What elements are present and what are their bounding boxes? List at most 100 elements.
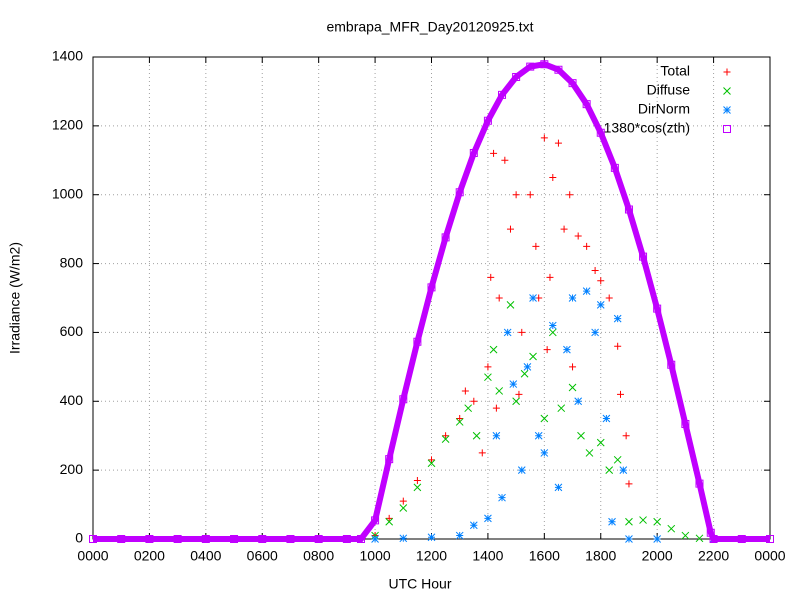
point <box>89 535 97 543</box>
point <box>610 163 619 172</box>
point <box>501 156 509 164</box>
point <box>540 414 549 423</box>
point <box>625 517 633 526</box>
point <box>695 534 704 543</box>
point <box>509 380 518 388</box>
point <box>478 449 486 457</box>
point <box>371 516 380 525</box>
point <box>706 528 715 537</box>
point <box>582 100 591 109</box>
point <box>484 373 492 382</box>
point <box>695 479 704 488</box>
curve-line <box>93 61 770 542</box>
point <box>512 397 520 406</box>
point <box>385 455 394 464</box>
point <box>534 431 543 440</box>
point <box>523 363 532 371</box>
point <box>574 232 582 240</box>
point <box>399 395 408 404</box>
point <box>356 535 365 543</box>
point <box>568 79 577 88</box>
point <box>258 535 267 543</box>
point <box>529 352 537 361</box>
point <box>554 139 562 147</box>
point <box>385 514 393 522</box>
point <box>495 294 503 302</box>
point <box>520 369 529 378</box>
point <box>526 62 535 71</box>
point <box>583 242 591 250</box>
legend-marker <box>723 68 731 76</box>
x-tick-label: 0200 <box>134 548 165 564</box>
point <box>230 535 239 543</box>
y-tick-label: 0 <box>75 530 83 546</box>
legend-label: 1380*cos(zth) <box>604 120 690 136</box>
legend-marker <box>723 106 731 114</box>
x-tick-label: 0400 <box>190 548 221 564</box>
point <box>201 535 210 543</box>
point <box>498 90 507 99</box>
point <box>498 493 506 502</box>
x-tick-label: 1200 <box>416 548 447 564</box>
point <box>484 514 492 523</box>
point <box>568 383 577 392</box>
point <box>506 225 514 233</box>
point <box>577 431 585 440</box>
point <box>314 535 323 543</box>
legend-label: Diffuse <box>647 82 691 98</box>
point <box>385 517 394 526</box>
legend-marker <box>723 87 731 95</box>
point <box>546 273 554 281</box>
point <box>427 459 436 468</box>
point <box>596 301 605 309</box>
point <box>469 521 478 530</box>
x-tick-label: 0000 <box>754 548 785 564</box>
point <box>709 535 718 543</box>
point <box>554 483 563 492</box>
point <box>667 524 676 533</box>
point <box>653 517 662 526</box>
point <box>490 149 498 157</box>
point <box>461 387 469 395</box>
point <box>681 531 690 540</box>
point <box>548 321 557 330</box>
point <box>597 277 605 285</box>
point <box>512 191 520 199</box>
point <box>585 449 594 457</box>
point <box>605 466 614 474</box>
point <box>492 404 500 412</box>
point <box>622 432 630 440</box>
point <box>540 134 548 142</box>
point <box>413 476 421 484</box>
y-tick-label: 600 <box>60 323 84 339</box>
point <box>625 480 633 488</box>
point <box>117 535 126 543</box>
point <box>596 438 605 447</box>
x-tick-label: 2000 <box>642 548 673 564</box>
point <box>566 191 574 199</box>
point <box>548 328 557 337</box>
point <box>413 483 422 492</box>
point <box>591 266 599 274</box>
point <box>608 517 616 526</box>
point <box>399 497 407 505</box>
point <box>455 531 464 540</box>
point <box>428 456 435 464</box>
point <box>492 431 501 440</box>
point <box>560 225 568 233</box>
point <box>613 455 622 464</box>
x-tick-label: 0800 <box>303 548 334 564</box>
legend-label: DirNorm <box>638 101 690 117</box>
point <box>596 128 605 137</box>
point <box>540 60 549 69</box>
point <box>681 420 690 429</box>
x-tick-label: 0600 <box>247 548 278 564</box>
point <box>543 346 551 354</box>
point <box>413 337 422 346</box>
point <box>342 535 351 543</box>
point <box>470 397 478 405</box>
point <box>517 466 526 474</box>
point <box>614 342 622 350</box>
point <box>602 414 611 423</box>
point <box>371 535 379 543</box>
